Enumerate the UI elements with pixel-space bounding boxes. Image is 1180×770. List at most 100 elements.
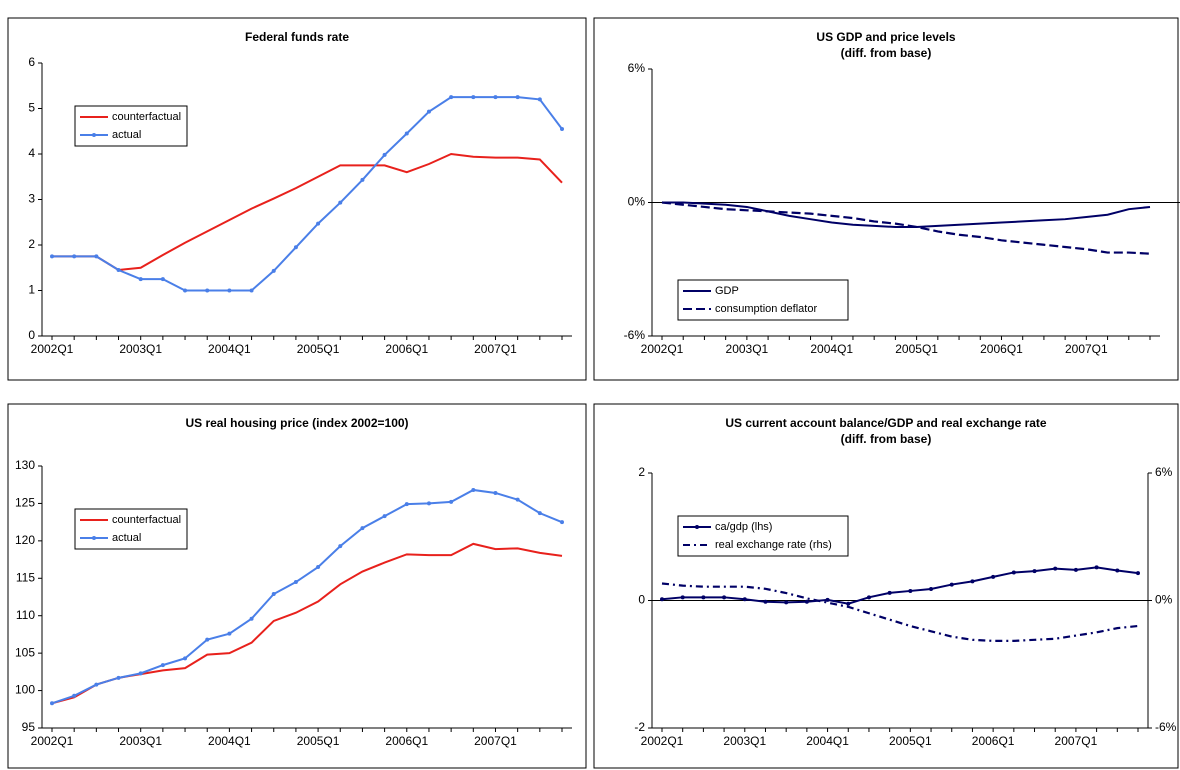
series-line (52, 96, 563, 292)
point (205, 637, 210, 642)
point (471, 95, 476, 100)
point (1094, 565, 1099, 570)
chart-subtitle: (diff. from base) (841, 432, 932, 446)
point (160, 277, 165, 282)
series-line (661, 566, 1139, 605)
point (404, 131, 409, 136)
point (493, 95, 498, 100)
point (1115, 568, 1120, 573)
point (471, 487, 476, 492)
x-tick-label: 2007Q1 (474, 342, 517, 356)
point (866, 595, 871, 600)
point (449, 95, 454, 100)
point (72, 254, 77, 259)
y-tick-label: 3 (28, 192, 35, 206)
legend-label: GDP (715, 285, 739, 297)
y-tick-label: 0 (28, 328, 35, 342)
series-line (661, 201, 1151, 255)
legend-label: counterfactual (112, 514, 181, 526)
point (360, 177, 365, 182)
x-tick-label: 2005Q1 (895, 342, 938, 356)
point (50, 254, 54, 259)
point (360, 526, 365, 531)
point (804, 599, 809, 604)
point (227, 288, 232, 293)
point (515, 95, 520, 100)
point (404, 502, 409, 507)
x-tick-label: 2002Q1 (641, 734, 684, 748)
x-tick-label: 2004Q1 (810, 342, 853, 356)
point (1032, 569, 1037, 574)
point (338, 200, 343, 205)
x-tick-label: 2005Q1 (297, 734, 340, 748)
y-tick-label: 4 (28, 146, 35, 160)
series-line (51, 542, 563, 705)
point (94, 254, 99, 259)
x-tick-label: 2006Q1 (385, 342, 428, 356)
point (449, 499, 454, 504)
point (183, 288, 188, 293)
point (271, 268, 276, 273)
y-tick-label: 2 (638, 465, 645, 479)
y-tick-label: -6% (624, 328, 646, 342)
chart-title: US current account balance/GDP and real … (725, 416, 1047, 430)
point (138, 671, 143, 676)
chart-subtitle: (diff. from base) (841, 46, 932, 60)
point (660, 597, 664, 602)
point (1073, 567, 1078, 572)
panel-frame (593, 403, 1179, 769)
series-line (661, 582, 1139, 642)
point (293, 580, 298, 585)
y2-tick-label: 0% (1155, 593, 1173, 607)
point (227, 631, 232, 636)
legend-box (677, 515, 849, 557)
point (560, 520, 564, 525)
panel-frame (593, 17, 1179, 381)
point (784, 600, 789, 605)
point (929, 587, 934, 592)
point (908, 588, 913, 593)
point (116, 268, 121, 273)
point (970, 579, 975, 584)
x-tick-label: 2003Q1 (726, 342, 769, 356)
y-tick-label: 0% (628, 195, 646, 209)
point (50, 701, 54, 706)
chart-title: US GDP and price levels (816, 30, 955, 44)
x-tick-label: 2006Q1 (385, 734, 428, 748)
point (138, 277, 143, 282)
point (1053, 566, 1058, 571)
panel-frame (7, 17, 587, 381)
point (249, 288, 254, 293)
x-tick-label: 2003Q1 (723, 734, 766, 748)
y-tick-label: 0 (638, 593, 645, 607)
point (205, 288, 210, 293)
x-tick-label: 2002Q1 (31, 342, 74, 356)
series-line (662, 201, 1151, 228)
point (116, 675, 121, 680)
x-tick-label: 2007Q1 (474, 734, 517, 748)
point (742, 597, 747, 602)
legend-box (74, 508, 188, 550)
y-tick-label: 125 (15, 496, 35, 510)
y-tick-label: 130 (15, 458, 35, 472)
legend-box (677, 279, 849, 321)
point (537, 511, 542, 516)
x-tick-label: 2005Q1 (297, 342, 340, 356)
y-tick-label: 120 (15, 533, 35, 547)
legend-marker (92, 536, 96, 540)
x-tick-label: 2007Q1 (1055, 734, 1098, 748)
panel-frame (7, 403, 587, 769)
point (825, 597, 830, 602)
legend-label: ca/gdp (lhs) (715, 521, 772, 533)
legend-label: real exchange rate (rhs) (715, 539, 832, 551)
point (382, 514, 387, 519)
point (426, 109, 431, 114)
point (515, 497, 520, 502)
point (293, 245, 298, 250)
x-tick-label: 2004Q1 (806, 734, 849, 748)
point (72, 693, 77, 698)
point (94, 682, 99, 687)
point (722, 595, 727, 600)
